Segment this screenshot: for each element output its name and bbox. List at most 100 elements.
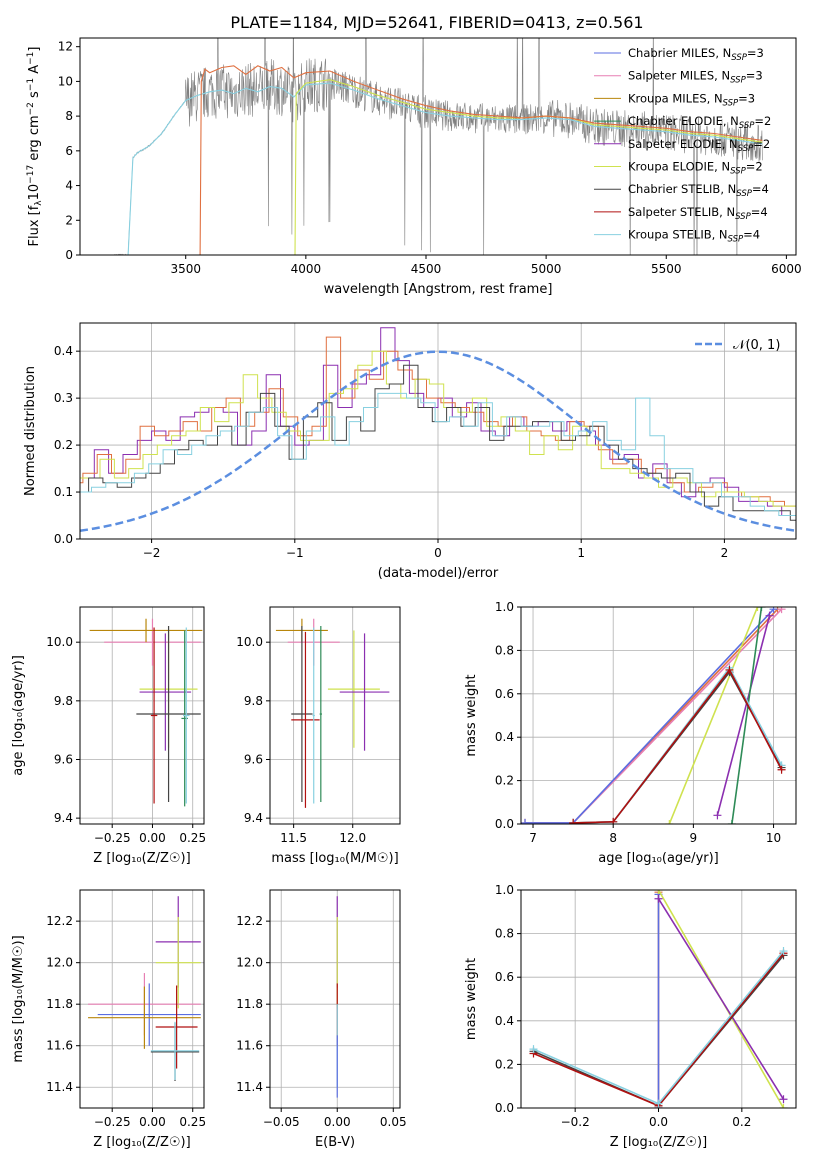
weight-point [777, 607, 786, 614]
weight-point [779, 1104, 788, 1108]
weight-point [654, 1099, 663, 1108]
x-tick-label: 5500 [651, 262, 682, 276]
residuals-frame [79, 322, 797, 540]
age-vs-metallicity-plot-area [89, 618, 203, 807]
histogram-series [80, 350, 796, 507]
x-tick-label: 8 [609, 831, 617, 845]
y-tick-label: 9.4 [244, 811, 263, 825]
y-tick-label: 0.2 [495, 1057, 514, 1071]
y-tick-label: 0.4 [495, 730, 514, 744]
weight-point [521, 818, 530, 824]
y-tick-label: 0.0 [495, 817, 514, 831]
x-tick-label: 0.25 [179, 1115, 206, 1129]
mass-vs-ebv-x-label: E(B-V) [315, 1135, 355, 1150]
y-tick-label: 0.0 [495, 1101, 514, 1115]
y-tick-label: 9.8 [244, 694, 263, 708]
age-vs-metallicity-axes: −0.25 0.00 0.25 9.4 9.6 9.8 10.0 [46, 607, 206, 845]
y-tick-label: 0.3 [54, 391, 73, 405]
x-tick-label: 6000 [771, 262, 802, 276]
y-tick-label: 9.6 [244, 752, 263, 766]
legend-entry: Kroupa STELIB, NSSP=4 [628, 228, 760, 245]
mass-weight-vs-age-x-label: age [log₁₀(age/yr)] [598, 851, 719, 866]
y-tick-label: 10 [58, 74, 73, 88]
age-vs-mass-x-label: mass [log₁₀(M/M☉)] [271, 851, 398, 866]
weight-point [665, 820, 674, 824]
mass-weight-vs-metallicity-frame [520, 889, 797, 1109]
spectrum-legend: Chabrier MILES, NSSP=3 Salpeter MILES, NS… [594, 46, 771, 245]
y-tick-label: 11.4 [236, 1080, 263, 1094]
legend-entry: Chabrier STELIB, NSSP=4 [628, 182, 769, 199]
x-tick-label: 9 [690, 831, 698, 845]
y-tick-label: 2 [65, 213, 73, 227]
x-tick-label: 0 [434, 546, 442, 560]
mass-weight-vs-metallicity-y-label: mass weight [464, 958, 479, 1040]
x-tick-label: 3500 [170, 262, 201, 276]
mass-weight-vs-metallicity-plot-area [529, 890, 788, 1108]
mass-vs-metallicity-axes: −0.25 0.00 0.25 11.4 11.6 11.8 12.0 12.2 [46, 890, 206, 1129]
y-tick-label: 10.0 [46, 635, 73, 649]
weight-point [654, 890, 663, 894]
x-tick-label: 4000 [291, 262, 322, 276]
mass-vs-metallicity-plot-area [88, 896, 201, 1082]
x-tick-label: −0.25 [94, 831, 131, 845]
x-tick-label: −1 [286, 546, 304, 560]
age-vs-metallicity-y-label: age [log₁₀(age/yr)] [11, 655, 26, 776]
weight-line [525, 608, 779, 824]
y-tick-label: 10.0 [236, 635, 263, 649]
weight-point [725, 665, 734, 674]
legend-entry: Kroupa MILES, NSSP=3 [628, 91, 755, 108]
weight-point [713, 811, 722, 820]
residuals-axes: −2 −1 0 1 2 0.0 0.1 0.2 0.3 0.4 [54, 323, 796, 560]
legend-entry: Salpeter STELIB, NSSP=4 [628, 205, 768, 222]
x-tick-label: 0.05 [380, 1115, 407, 1129]
x-tick-label: 1 [577, 546, 585, 560]
y-tick-label: 1.0 [495, 883, 514, 897]
y-tick-label: 6 [65, 144, 73, 158]
weight-point [753, 607, 762, 611]
mass-vs-ebv-frame [269, 889, 401, 1109]
weight-point [779, 947, 788, 956]
residuals-plot-area [80, 327, 796, 533]
weight-point [769, 607, 778, 614]
weight-point [765, 611, 774, 620]
x-tick-label: 0.25 [179, 831, 206, 845]
histogram-series [80, 336, 796, 507]
x-tick-label: −2 [143, 546, 161, 560]
mass-weight-vs-age-plot-area [521, 607, 786, 824]
x-tick-label: 10 [766, 831, 781, 845]
x-tick-label: 12.0 [339, 831, 366, 845]
x-tick-label: 2 [721, 546, 729, 560]
y-tick-label: 0.2 [495, 774, 514, 788]
x-tick-label: 0.00 [139, 1115, 166, 1129]
page-title: PLATE=1184, MJD=52641, FIBERID=0413, z=0… [230, 13, 643, 32]
y-tick-label: 12.0 [46, 956, 73, 970]
weight-point [609, 817, 618, 824]
spectrum-y-label: Flux [fλ10−17 erg cm−2 s−1 A−1] [26, 47, 44, 247]
x-tick-label: 11.5 [280, 831, 307, 845]
y-tick-label: 0.6 [495, 687, 514, 701]
y-tick-label: 12.2 [236, 914, 263, 928]
y-tick-label: 11.8 [236, 997, 263, 1011]
age-vs-mass-frame [269, 606, 401, 825]
legend-entry: Salpeter MILES, NSSP=3 [628, 69, 763, 86]
weight-line [573, 668, 783, 824]
y-tick-label: 11.6 [46, 1039, 73, 1053]
miles-model-line [199, 65, 763, 255]
spectrum-axes: 3500 4000 4500 5000 5500 6000 0 2 4 6 8 10 12 [58, 40, 802, 276]
histogram-series [80, 327, 796, 521]
y-tick-label: 9.6 [54, 752, 73, 766]
x-tick-label: 5000 [531, 262, 562, 276]
stelib-model-line [127, 82, 763, 255]
mass-vs-metallicity-y-label: mass [log₁₀(M/M☉)] [11, 935, 26, 1062]
weight-point [779, 1095, 788, 1104]
spectrum-x-label: wavelength [Angstrom, rest frame] [324, 282, 553, 297]
y-tick-label: 9.4 [54, 811, 73, 825]
x-tick-label: 4500 [411, 262, 442, 276]
gaussian-legend-label: 𝒩(0, 1) [733, 338, 780, 353]
x-tick-label: −0.25 [94, 1115, 131, 1129]
residuals-y-label: Normed distribution [23, 366, 38, 496]
y-tick-label: 9.8 [54, 694, 73, 708]
weight-point [654, 894, 663, 903]
y-tick-label: 0.0 [54, 532, 73, 546]
